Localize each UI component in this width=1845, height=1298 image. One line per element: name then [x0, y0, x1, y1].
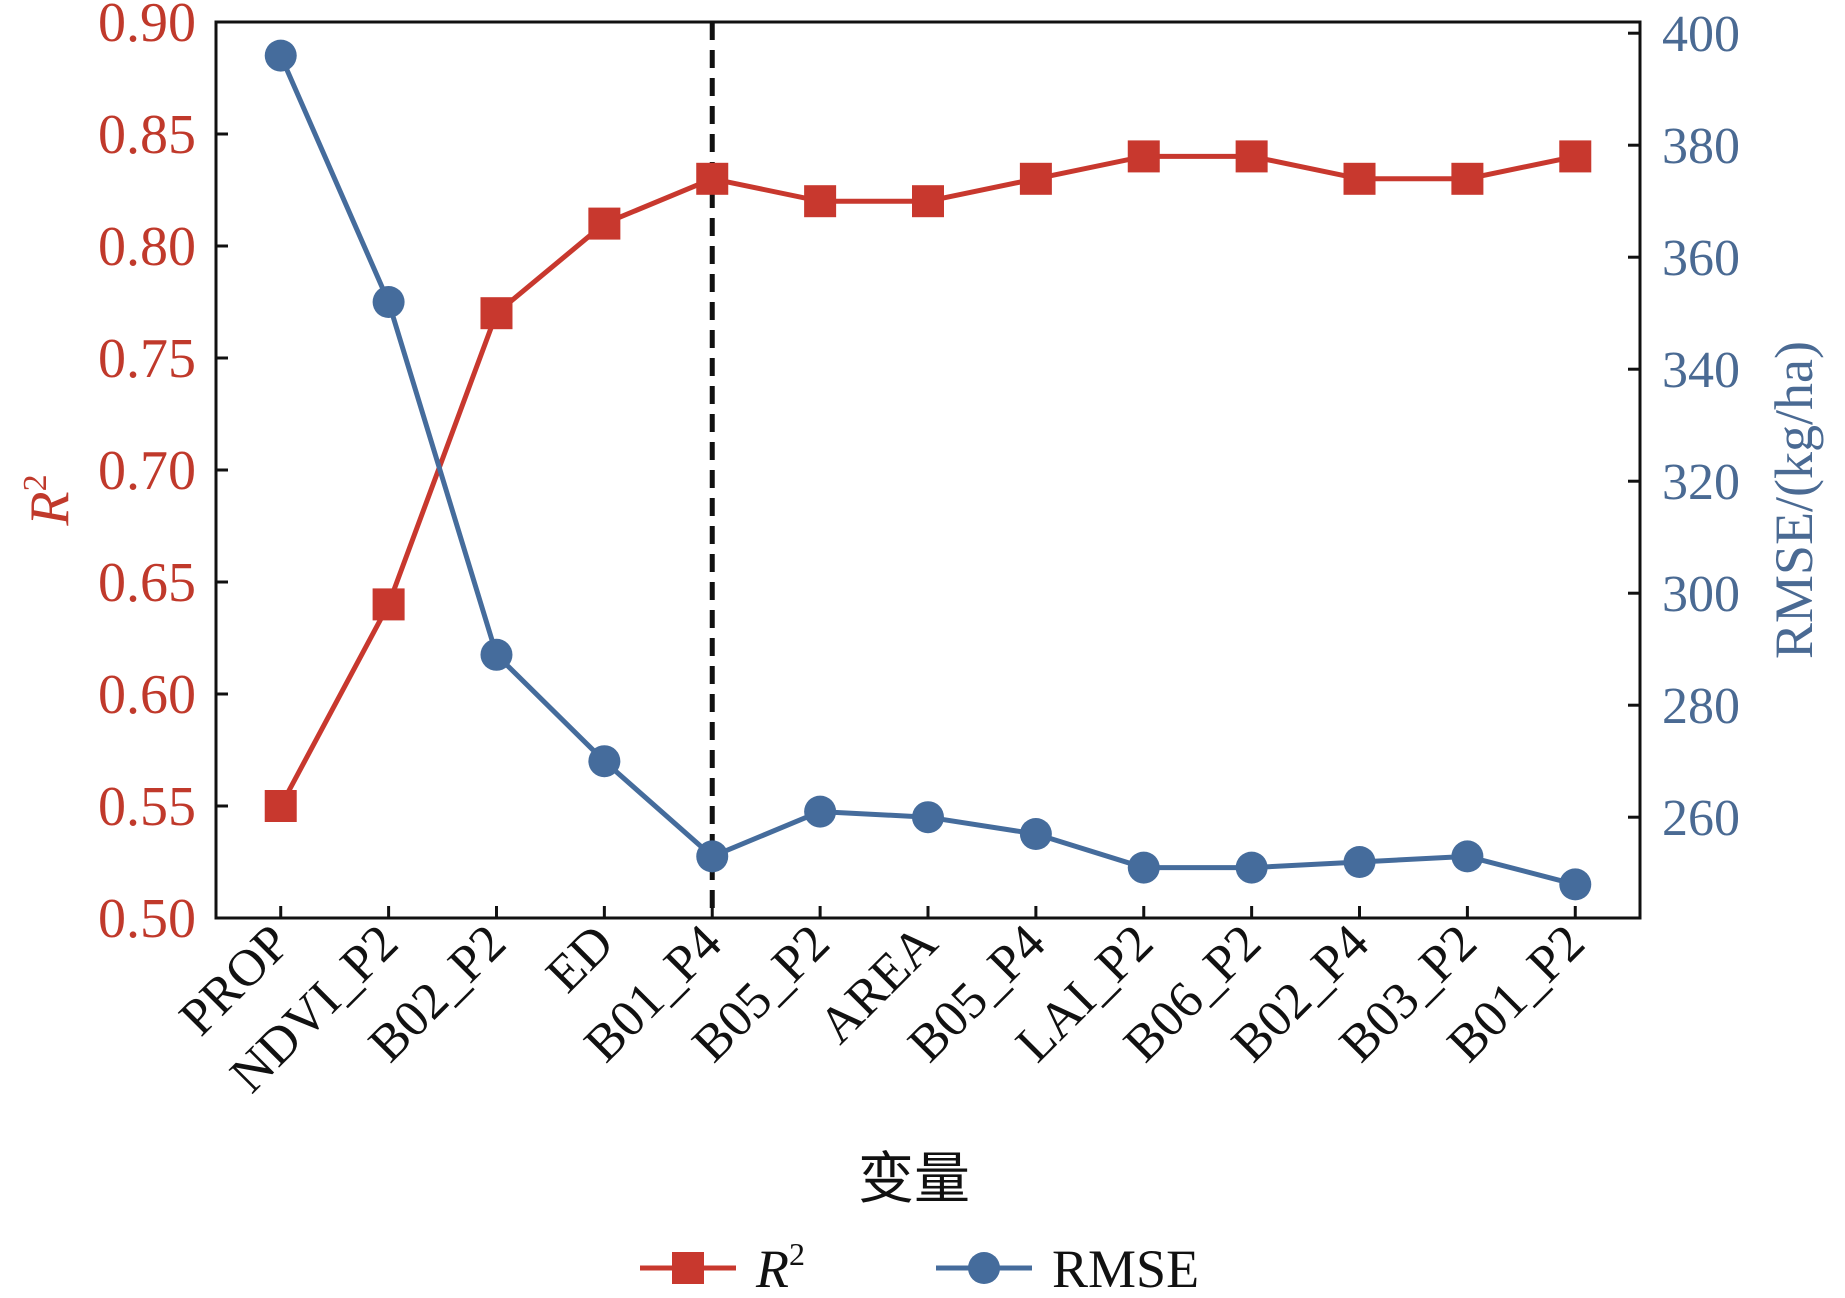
- r2-point: [1127, 140, 1160, 173]
- rmse-point: [1451, 840, 1484, 873]
- y-left-tick-label: 0.85: [98, 104, 196, 166]
- y-right-axis-title: RMSE/(kg/ha): [1764, 341, 1824, 659]
- rmse-point: [804, 795, 837, 828]
- legend-rmse-marker: [968, 1252, 1000, 1284]
- legend-r2-marker: [672, 1252, 704, 1284]
- y-left-tick-label: 0.50: [98, 888, 196, 950]
- rmse-point: [1559, 868, 1592, 901]
- legend-r2-sup: 2: [789, 1236, 805, 1272]
- rmse-point: [1127, 851, 1160, 884]
- r2-point: [372, 588, 405, 621]
- r2-point: [1019, 162, 1052, 195]
- y-right-tick-label: 360: [1662, 230, 1740, 287]
- rmse-point: [264, 39, 297, 72]
- legend-rmse-label: RMSE: [1052, 1239, 1199, 1298]
- y-right-tick-label: 300: [1662, 566, 1740, 623]
- y-left-axis-title-sup: 2: [17, 474, 54, 491]
- rmse-point: [588, 745, 621, 778]
- y-left-tick-label: 0.75: [98, 328, 196, 390]
- r2-point: [1343, 162, 1376, 195]
- r2-point: [1451, 162, 1484, 195]
- rmse-point: [912, 801, 944, 834]
- y-left-tick-label: 0.65: [98, 552, 196, 614]
- y-right-tick-label: 400: [1662, 6, 1740, 63]
- y-right-tick-label: 320: [1662, 454, 1740, 511]
- y-right-tick-label: 380: [1662, 118, 1740, 175]
- y-left-tick-label: 0.55: [98, 776, 196, 838]
- rmse-point: [480, 638, 513, 671]
- r2-point: [1235, 140, 1268, 173]
- r2-point: [696, 162, 729, 195]
- y-left-axis-title-base: R: [19, 491, 81, 526]
- rmse-point: [1019, 818, 1052, 850]
- x-axis-title: 变量: [858, 1147, 970, 1212]
- y-right-tick-label: 340: [1662, 342, 1740, 399]
- x-tick-label: ED: [536, 914, 625, 1003]
- rmse-point: [1235, 851, 1268, 884]
- y-right-tick-label: 260: [1662, 790, 1740, 847]
- plot-frame: [214, 20, 1642, 920]
- rmse-point: [372, 286, 405, 318]
- series-line-r2: [278, 153, 1576, 808]
- y-right-tick-label: 280: [1662, 678, 1740, 735]
- y-left-tick-label: 0.70: [98, 440, 196, 502]
- y-left-tick-label: 0.60: [98, 664, 196, 726]
- r2-point: [480, 297, 513, 330]
- r2-point: [264, 790, 297, 822]
- r2-point: [804, 185, 837, 218]
- legend-r2-base: R: [755, 1239, 789, 1298]
- y-left-tick-label: 0.80: [98, 216, 196, 278]
- y-left-tick-label: 0.90: [98, 0, 196, 54]
- r2-point: [912, 185, 944, 218]
- y-left-axis-title: R2: [17, 474, 81, 526]
- rmse-point: [1343, 846, 1376, 878]
- r2-point: [588, 207, 621, 240]
- rmse-point: [696, 840, 729, 873]
- r2-point: [1559, 140, 1592, 173]
- legend-r2-label: R2: [755, 1236, 805, 1298]
